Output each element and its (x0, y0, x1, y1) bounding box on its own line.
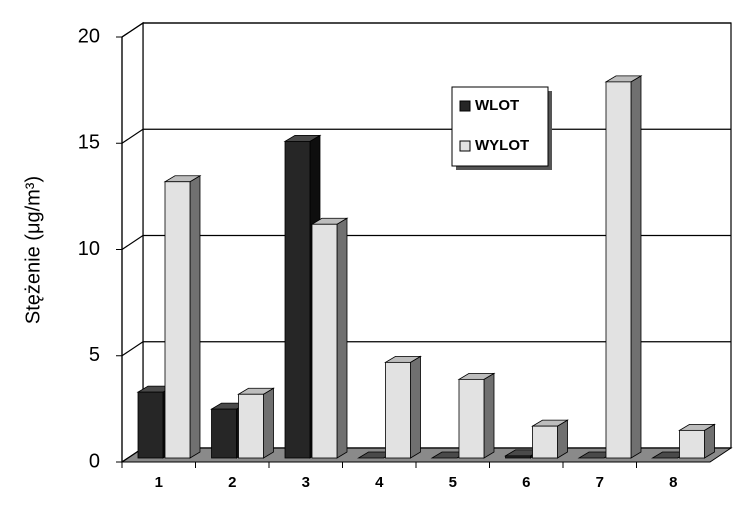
bar-front (458, 378, 485, 459)
bar-side (336, 217, 348, 459)
x-tick-label: 6 (522, 474, 530, 491)
bar-side (263, 387, 274, 459)
legend-swatch (459, 100, 471, 112)
bar (237, 387, 275, 459)
bar (283, 134, 322, 459)
bar (310, 217, 349, 459)
bar (457, 372, 496, 459)
bar-side (483, 372, 495, 459)
bar (384, 355, 422, 459)
y-tick-label: 20 (78, 25, 100, 47)
x-tick-label: 1 (155, 474, 163, 491)
legend-label: WLOT (475, 97, 519, 114)
bar-front (137, 391, 164, 459)
bar-front (385, 361, 411, 459)
bar-front (605, 81, 632, 459)
bar-front (238, 393, 264, 459)
bar-front (164, 181, 191, 459)
x-tick-label: 3 (302, 474, 310, 491)
x-tick-label: 4 (375, 474, 384, 491)
bar-side (189, 175, 201, 459)
bar-front (679, 429, 705, 459)
bar-front (311, 223, 338, 459)
bar-side (410, 355, 421, 459)
bar (604, 75, 643, 459)
bar-front (532, 425, 558, 459)
bar-front (211, 408, 237, 459)
y-tick-label: 0 (89, 450, 100, 472)
bar-front (284, 140, 311, 459)
grid-line (121, 128, 144, 144)
x-tick-label: 5 (449, 474, 457, 491)
bar-side (557, 419, 568, 459)
grid-line (121, 22, 144, 38)
bar (163, 175, 202, 459)
bar-side (630, 75, 642, 459)
y-tick-label: 5 (89, 344, 100, 366)
legend-swatch (459, 140, 471, 152)
x-tick-label: 2 (228, 474, 236, 491)
legend-label: WYLOT (475, 137, 529, 154)
bar-front (505, 455, 531, 459)
bar (531, 419, 569, 459)
y-tick-label: 10 (78, 238, 100, 260)
bar (678, 423, 716, 459)
legend (451, 86, 549, 167)
grid-line (121, 341, 144, 357)
y-axis-label: Stężenie (μg/m³) (22, 176, 44, 324)
y-tick-label: 15 (78, 132, 100, 154)
x-tick-label: 8 (669, 474, 677, 491)
grid-line (121, 235, 144, 250)
x-tick-label: 7 (596, 474, 604, 491)
